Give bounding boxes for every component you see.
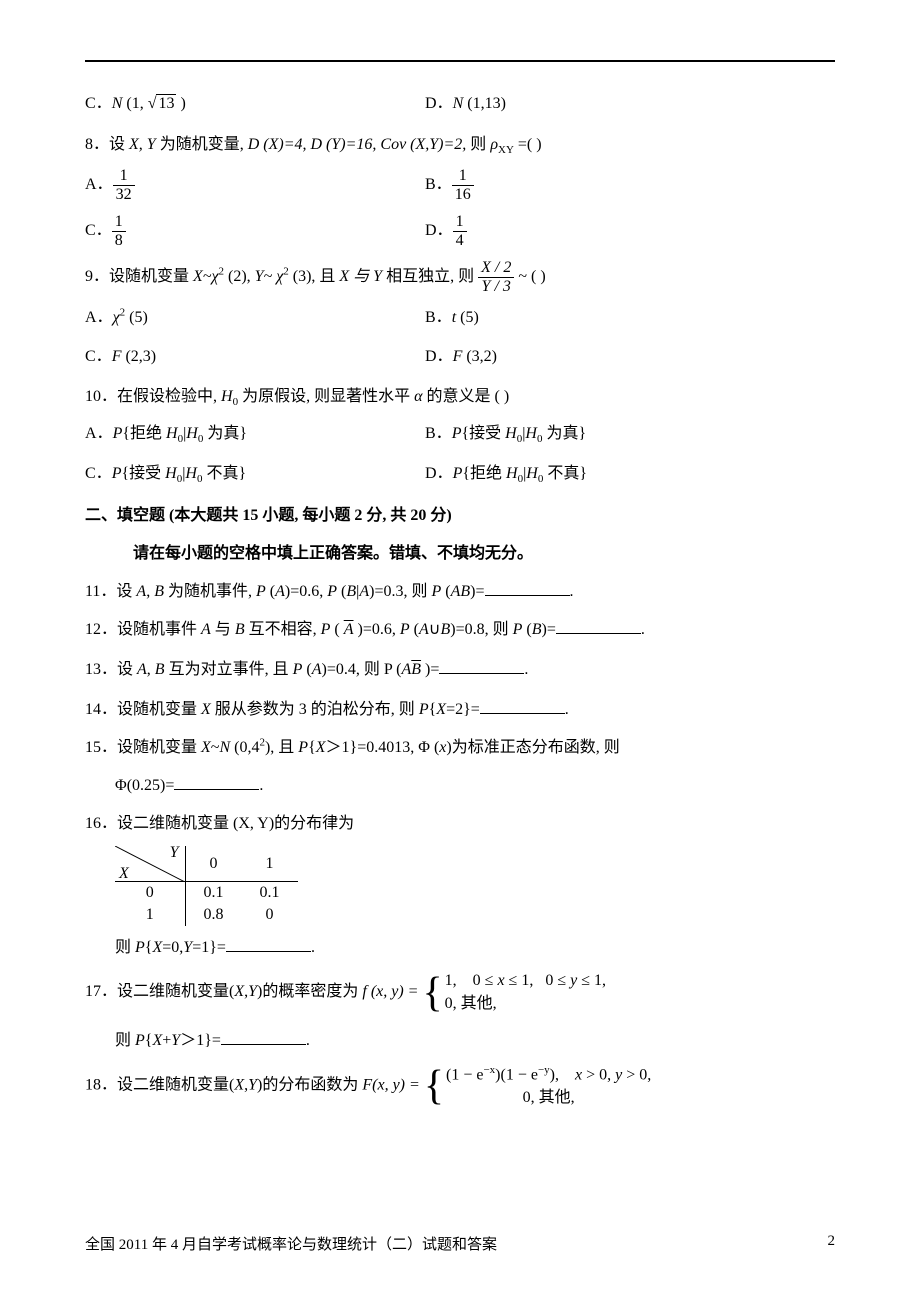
blank xyxy=(556,618,641,634)
q11: 11．设 A, B 为随机事件, P (A)=0.6, P (B|A)=0.3,… xyxy=(85,576,835,608)
section2-title: 二、填空题 (本大题共 15 小题, 每小题 2 分, 共 20 分) xyxy=(85,500,835,532)
q7-opt-d: D．N (1,13) xyxy=(425,90,835,119)
q16-stem: 16．设二维随机变量 (X, Y)的分布律为 xyxy=(85,808,835,840)
q9-opt-d: D．F (3,2) xyxy=(425,343,835,372)
q8-stem: 8．设 X, Y 为随机变量, D (X)=4, D (Y)=16, Cov (… xyxy=(85,129,835,161)
q8-opt-a: A．132 xyxy=(85,167,425,203)
q16-then: 则 P{X=0,Y=1}=. xyxy=(115,932,835,964)
page-number: 2 xyxy=(828,1233,836,1254)
blank xyxy=(485,580,570,596)
q14: 14．设随机变量 X 服从参数为 3 的泊松分布, 则 P{X=2}=. xyxy=(85,694,835,726)
q17-then: 则 P{X+Y＞1}=. xyxy=(115,1025,835,1057)
q10-options-cd: C．P{接受 H0|H0 不真} D．P{拒绝 H0|H0 不真} xyxy=(85,460,835,490)
q9-options-ab: A．χ2 (5) B．t (5) xyxy=(85,304,835,333)
page-footer: 全国 2011 年 4 月自学考试概率论与数理统计（二）试题和答案 2 xyxy=(85,1233,835,1254)
q13: 13．设 A, B 互为对立事件, 且 P (A)=0.4, 则 P (AB )… xyxy=(85,654,835,686)
q9-opt-b: B．t (5) xyxy=(425,304,835,333)
q9-opt-c: C．F (2,3) xyxy=(85,343,425,372)
q17: 17．设二维随机变量(X,Y)的概率密度为 f (x, y) = { 1, 0 … xyxy=(85,970,835,1015)
q10-opt-a: A．P{拒绝 H0|H0 为真} xyxy=(85,420,425,450)
q8-opt-d: D．14 xyxy=(425,213,835,249)
blank xyxy=(174,774,259,790)
q10-options-ab: A．P{拒绝 H0|H0 为真} B．P{接受 H0|H0 为真} xyxy=(85,420,835,450)
q10-opt-b: B．P{接受 H0|H0 为真} xyxy=(425,420,835,450)
q8-opt-c: C．18 xyxy=(85,213,425,249)
q12: 12．设随机事件 A 与 B 互不相容, P ( A )=0.6, P (A∪B… xyxy=(85,614,835,646)
blank xyxy=(221,1029,306,1045)
q15: 15．设随机变量 X~N (0,42), 且 P{X＞1}=0.4013, Φ … xyxy=(85,732,835,764)
q10-opt-d: D．P{拒绝 H0|H0 不真} xyxy=(425,460,835,490)
blank xyxy=(226,936,311,952)
q9-options-cd: C．F (2,3) D．F (3,2) xyxy=(85,343,835,372)
q10-stem: 10．在假设检验中, H0 为原假设, 则显著性水平 α 的意义是 ( ) xyxy=(85,381,835,413)
q7-opt-c: C．N (1, 13 ) xyxy=(85,90,425,119)
q7-options-cd: C．N (1, 13 ) D．N (1,13) xyxy=(85,90,835,119)
q8-options-cd: C．18 D．14 xyxy=(85,213,835,249)
blank xyxy=(439,658,524,674)
q9-opt-a: A．χ2 (5) xyxy=(85,304,425,333)
section2-hint: 请在每小题的空格中填上正确答案。错填、不填均无分。 xyxy=(133,538,835,570)
q9-stem: 9．设随机变量 X~χ2 (2), Y~ χ2 (3), 且 X 与 Y 相互独… xyxy=(85,259,835,295)
q18: 18．设二维随机变量(X,Y)的分布函数为 F(x, y) = { (1 − e… xyxy=(85,1063,835,1109)
q16-table: Y X 0 1 0 0.1 0.1 1 0.8 0 xyxy=(115,846,835,927)
q15-cont: Φ(0.25)=. xyxy=(115,770,835,802)
top-rule xyxy=(85,60,835,62)
q8-options-ab: A．132 B．116 xyxy=(85,167,835,203)
q8-opt-b: B．116 xyxy=(425,167,835,203)
blank xyxy=(480,698,565,714)
footer-left: 全国 2011 年 4 月自学考试概率论与数理统计（二）试题和答案 xyxy=(85,1233,497,1254)
q10-opt-c: C．P{接受 H0|H0 不真} xyxy=(85,460,425,490)
